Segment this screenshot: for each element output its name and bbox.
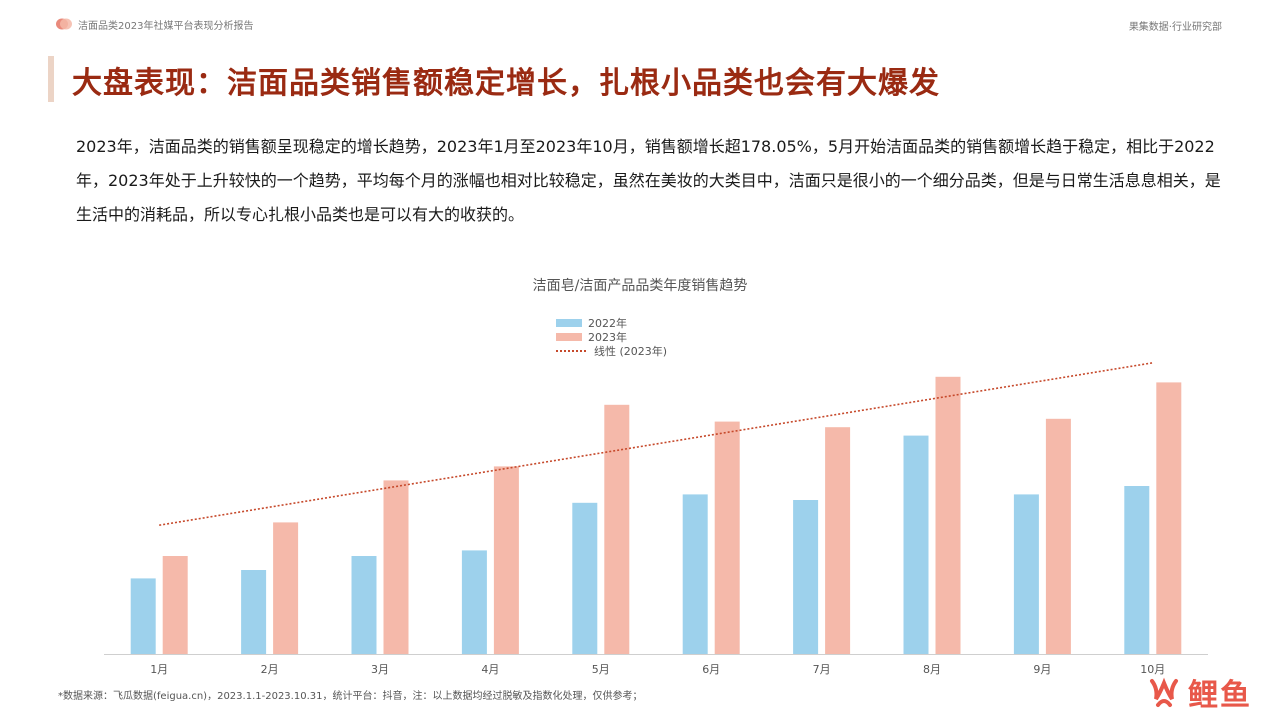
- legend-label-2022: 2022年: [588, 317, 627, 330]
- x-tick-label-8: 8月: [923, 663, 941, 676]
- page-description: 2023年，洁面品类的销售额呈现稳定的增长趋势，2023年1月至2023年10月…: [76, 137, 1221, 224]
- watermark-text: 鲤鱼: [1188, 678, 1252, 713]
- x-tick-label-6: 6月: [702, 663, 720, 676]
- data-source-note: *数据来源：飞瓜数据(feigua.cn)，2023.1.1-2023.10.3…: [58, 691, 643, 702]
- title-accent-bar: [48, 56, 54, 102]
- watermark: 鲤鱼: [1144, 670, 1252, 714]
- brand-label: 果集数据·行业研究部: [1128, 22, 1222, 33]
- bar-2023-6: [714, 421, 740, 654]
- bar-2023-5: [604, 404, 630, 654]
- bar-2022-2: [241, 570, 267, 654]
- bar-2023-8: [935, 376, 961, 654]
- bar-2023-4: [493, 466, 519, 654]
- bar-2023-1: [162, 556, 188, 654]
- bar-2022-6: [682, 494, 708, 654]
- bar-2022-5: [572, 502, 598, 654]
- bar-2022-1: [130, 578, 156, 654]
- bar-2022-4: [461, 550, 487, 654]
- chart-title: 洁面皂/洁面产品品类年度销售趋势: [532, 278, 748, 294]
- chart-legend: 2022年 2023年 线性 (2023年): [556, 316, 667, 358]
- bar-2023-2: [273, 522, 299, 654]
- legend-label-trend: 线性 (2023年): [594, 345, 668, 358]
- legend-item-trend: 线性 (2023年): [556, 344, 667, 358]
- x-tick-label-2: 2月: [261, 663, 279, 676]
- bar-2023-3: [383, 480, 409, 654]
- fire-icon: [1150, 677, 1178, 707]
- legend-item-2022: 2022年: [556, 316, 667, 330]
- page-title: 大盘表现：洁面品类销售额稳定增长，扎根小品类也会有大爆发: [72, 66, 940, 101]
- x-tick-label-9: 9月: [1033, 663, 1051, 676]
- bar-2022-8: [903, 435, 929, 654]
- bar-2023-9: [1045, 418, 1071, 654]
- legend-trendline-swatch: [556, 350, 586, 352]
- trendline-2023: [159, 362, 1153, 526]
- bar-2022-3: [351, 556, 377, 654]
- legend-label-2023: 2023年: [588, 331, 627, 344]
- report-title: 洁面品类2023年社媒平台表现分析报告: [78, 20, 254, 32]
- x-tick-label-1: 1月: [150, 663, 168, 676]
- report-logo-icon: [56, 18, 72, 30]
- bar-2022-9: [1013, 494, 1039, 654]
- legend-swatch-2022: [556, 319, 582, 327]
- x-tick-label-4: 4月: [481, 663, 499, 676]
- x-tick-label-7: 7月: [813, 663, 831, 676]
- x-tick-label-3: 3月: [371, 663, 389, 676]
- bar-2023-7: [825, 427, 851, 654]
- x-tick-label-5: 5月: [592, 663, 610, 676]
- report-header: 洁面品类2023年社媒平台表现分析报告: [56, 16, 253, 32]
- legend-swatch-2023: [556, 333, 582, 341]
- legend-item-2023: 2023年: [556, 330, 667, 344]
- bar-2023-10: [1156, 382, 1182, 654]
- x-tick-label-10: 10月: [1140, 663, 1165, 676]
- bar-2022-10: [1124, 486, 1150, 654]
- bar-2022-7: [793, 500, 819, 654]
